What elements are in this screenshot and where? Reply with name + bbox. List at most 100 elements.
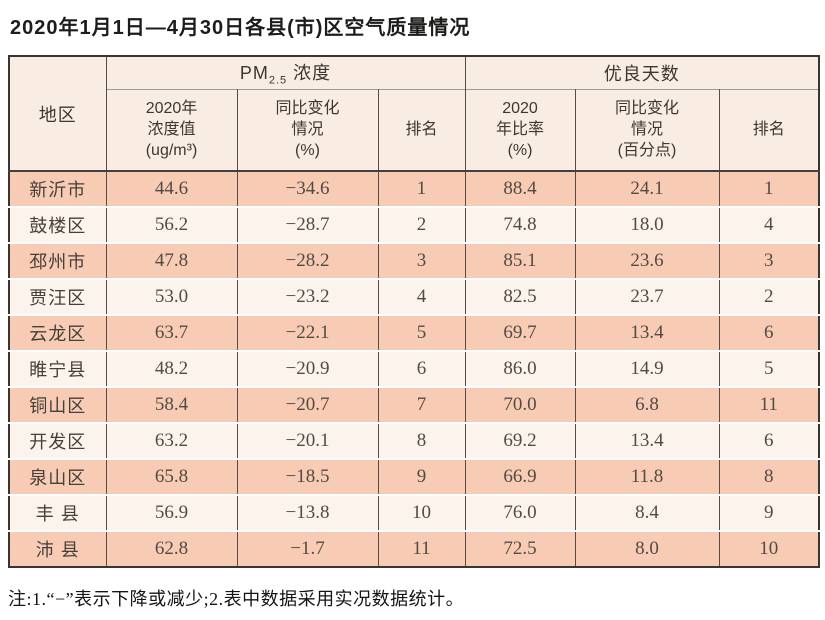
good-rank-cell: 9 — [718, 494, 820, 531]
good-rate-cell: 69.2 — [464, 422, 576, 459]
good-rank-cell: 2 — [718, 278, 820, 315]
header-sub-row: 2020年 浓度值 (ug/m³) 同比变化 情况 (%) 排名 2020 年比… — [9, 88, 820, 171]
pm-rank-cell: 1 — [377, 171, 466, 207]
pm-change-cell: −13.8 — [236, 494, 379, 531]
good-rank-cell: 8 — [718, 458, 820, 495]
pm-change-cell: −22.1 — [236, 314, 379, 351]
pm25-label-subscript: 2.5 — [268, 74, 288, 87]
pm-rank-cell: 9 — [377, 458, 466, 495]
good-rate-cell: 86.0 — [464, 350, 576, 387]
column-header-good-rate: 2020 年比率 (%) — [464, 88, 576, 171]
pm-value-cell: 48.2 — [105, 350, 238, 387]
good-rate-cell: 72.5 — [464, 530, 576, 567]
pm-rank-cell: 7 — [377, 386, 466, 423]
pm-rank-cell: 10 — [377, 494, 466, 531]
region-cell: 邳州市 — [8, 242, 107, 279]
footnote: 注:1.“−”表示下降或减少;2.表中数据采用实况数据统计。 — [8, 589, 465, 609]
column-header-good-rank: 排名 — [718, 88, 820, 171]
good-change-cell: 23.6 — [574, 242, 720, 279]
pm-change-cell: −28.2 — [236, 242, 379, 279]
column-header-pm-rank: 排名 — [377, 88, 466, 171]
column-group-good-days: 优良天数 — [464, 56, 820, 89]
table-row: 新沂市 44.6 −34.6 1 88.4 24.1 1 — [8, 171, 820, 207]
pm-rank-cell: 8 — [377, 422, 466, 459]
pm-change-cell: −18.5 — [236, 458, 379, 495]
good-rank-cell: 6 — [718, 314, 820, 351]
table-row: 丰 县 56.9 −13.8 10 76.0 8.4 9 — [8, 494, 820, 531]
column-group-pm25: PM2.5 浓度 — [105, 56, 466, 89]
pm-value-cell: 47.8 — [105, 242, 238, 279]
table-row: 邳州市 47.8 −28.2 3 85.1 23.6 3 — [8, 242, 820, 279]
pm-rank-cell: 11 — [377, 530, 466, 567]
good-rank-cell: 3 — [718, 242, 820, 279]
pm25-label-suffix: 浓度 — [287, 62, 332, 83]
good-rate-cell: 85.1 — [464, 242, 576, 279]
table-row: 沛 县 62.8 −1.7 11 72.5 8.0 10 — [8, 530, 820, 567]
region-cell: 云龙区 — [8, 314, 107, 351]
good-change-cell: 6.8 — [574, 386, 720, 423]
good-rate-cell: 76.0 — [464, 494, 576, 531]
column-header-region: 地区 — [8, 56, 107, 171]
good-rate-cell: 88.4 — [464, 171, 576, 207]
good-change-cell: 11.8 — [574, 458, 720, 495]
table-row: 铜山区 58.4 −20.7 7 70.0 6.8 11 — [8, 386, 820, 423]
table-row: 睢宁县 48.2 −20.9 6 86.0 14.9 5 — [8, 350, 820, 387]
table-row: 泉山区 65.8 −18.5 9 66.9 11.8 8 — [8, 458, 820, 495]
pm-rank-cell: 5 — [377, 314, 466, 351]
good-rate-cell: 66.9 — [464, 458, 576, 495]
pm-change-cell: −20.7 — [236, 386, 379, 423]
pm-change-cell: −28.7 — [236, 206, 379, 243]
good-rank-cell: 5 — [718, 350, 820, 387]
good-change-cell: 23.7 — [574, 278, 720, 315]
region-cell: 泉山区 — [8, 458, 107, 495]
table-row: 鼓楼区 56.2 −28.7 2 74.8 18.0 4 — [8, 206, 820, 243]
pm-value-cell: 58.4 — [105, 386, 238, 423]
good-rate-cell: 69.7 — [464, 314, 576, 351]
good-rank-cell: 11 — [718, 386, 820, 423]
pm25-label-prefix: PM — [239, 62, 269, 83]
region-cell: 沛 县 — [8, 530, 107, 567]
good-change-cell: 8.0 — [574, 530, 720, 567]
good-rank-cell: 6 — [718, 422, 820, 459]
pm-value-cell: 53.0 — [105, 278, 238, 315]
region-cell: 丰 县 — [8, 494, 107, 531]
pm-change-cell: −34.6 — [236, 171, 379, 207]
pm-rank-cell: 2 — [377, 206, 466, 243]
pm-rank-cell: 6 — [377, 350, 466, 387]
header-group-row: 地区 PM2.5 浓度 优良天数 — [8, 56, 820, 171]
pm-value-cell: 62.8 — [105, 530, 238, 567]
table-body: 新沂市 44.6 −34.6 1 88.4 24.1 1 鼓楼区 56.2 −2… — [8, 171, 820, 567]
good-change-cell: 24.1 — [574, 171, 720, 207]
good-rate-cell: 74.8 — [464, 206, 576, 243]
region-cell: 开发区 — [8, 422, 107, 459]
region-cell: 贾汪区 — [8, 278, 107, 315]
good-change-cell: 14.9 — [574, 350, 720, 387]
pm-value-cell: 56.9 — [105, 494, 238, 531]
good-rank-cell: 1 — [718, 171, 820, 207]
column-header-good-change: 同比变化 情况 (百分点) — [574, 88, 720, 171]
pm-rank-cell: 4 — [377, 278, 466, 315]
good-rate-cell: 82.5 — [464, 278, 576, 315]
table-row: 贾汪区 53.0 −23.2 4 82.5 23.7 2 — [8, 278, 820, 315]
good-rate-cell: 70.0 — [464, 386, 576, 423]
region-cell: 鼓楼区 — [8, 206, 107, 243]
table-row: 云龙区 63.7 −22.1 5 69.7 13.4 6 — [8, 314, 820, 351]
pm-value-cell: 56.2 — [105, 206, 238, 243]
pm-value-cell: 65.8 — [105, 458, 238, 495]
pm-value-cell: 63.2 — [105, 422, 238, 459]
air-quality-table: 地区 PM2.5 浓度 优良天数 2020年 浓度值 (ug/m³) 同比变化 … — [8, 55, 821, 568]
pm-change-cell: −23.2 — [236, 278, 379, 315]
pm-rank-cell: 3 — [377, 242, 466, 279]
pm-change-cell: −1.7 — [236, 530, 379, 567]
pm-change-cell: −20.9 — [236, 350, 379, 387]
table-row: 开发区 63.2 −20.1 8 69.2 13.4 6 — [8, 422, 820, 459]
table-header: 地区 PM2.5 浓度 优良天数 2020年 浓度值 (ug/m³) 同比变化 … — [8, 56, 820, 171]
region-cell: 新沂市 — [8, 171, 107, 207]
good-rank-cell: 4 — [718, 206, 820, 243]
region-cell: 睢宁县 — [8, 350, 107, 387]
column-header-pm-value: 2020年 浓度值 (ug/m³) — [105, 88, 238, 171]
good-change-cell: 13.4 — [574, 422, 720, 459]
good-rank-cell: 10 — [718, 530, 820, 567]
pm-value-cell: 63.7 — [105, 314, 238, 351]
column-header-pm-change: 同比变化 情况 (%) — [236, 88, 379, 171]
